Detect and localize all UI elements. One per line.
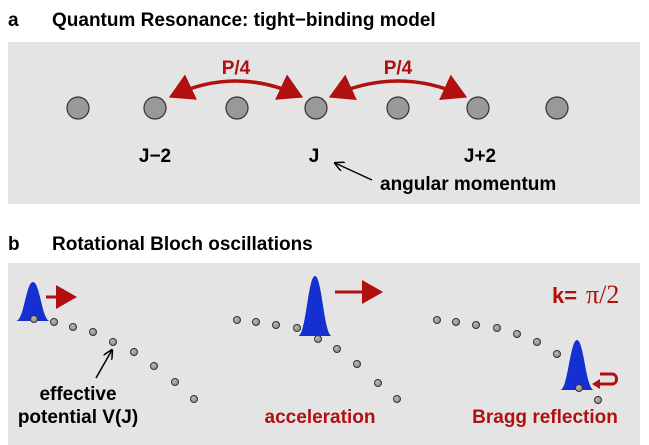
pointer-arrow bbox=[335, 163, 373, 181]
panel-label: b bbox=[8, 234, 20, 255]
wavepacket bbox=[16, 282, 50, 321]
momentum-label: k= bbox=[552, 283, 577, 308]
site-label: J bbox=[309, 146, 320, 167]
panel-box bbox=[8, 263, 640, 445]
wavepacket bbox=[298, 276, 332, 336]
dots bbox=[50, 316, 602, 404]
wavepacket bbox=[560, 340, 594, 390]
coupling-arrow bbox=[328, 74, 468, 101]
sites bbox=[66, 96, 569, 120]
site-label: J+2 bbox=[464, 146, 496, 167]
momentum-value: π/2 bbox=[586, 280, 619, 309]
reflection-arrowhead bbox=[592, 379, 600, 389]
site-label: J−2 bbox=[139, 146, 171, 167]
stage-label: acceleration bbox=[265, 407, 376, 428]
panel-box bbox=[8, 42, 640, 204]
annotation: potential V(J) bbox=[18, 407, 138, 428]
panel-title: Quantum Resonance: tight−binding model bbox=[52, 10, 436, 31]
dot bbox=[30, 315, 38, 323]
annotation: angular momentum bbox=[380, 174, 556, 195]
coupling-label: P/4 bbox=[384, 58, 413, 79]
coupling-arrow bbox=[168, 74, 304, 100]
dot bbox=[314, 335, 322, 343]
panel-label: a bbox=[8, 10, 19, 31]
stage-label: Bragg reflection bbox=[472, 407, 618, 428]
pointer-arrow bbox=[95, 350, 112, 379]
annotation: effective bbox=[39, 384, 116, 405]
coupling-label: P/4 bbox=[222, 58, 251, 79]
panel-title: Rotational Bloch oscillations bbox=[52, 234, 313, 255]
dot bbox=[575, 384, 583, 392]
